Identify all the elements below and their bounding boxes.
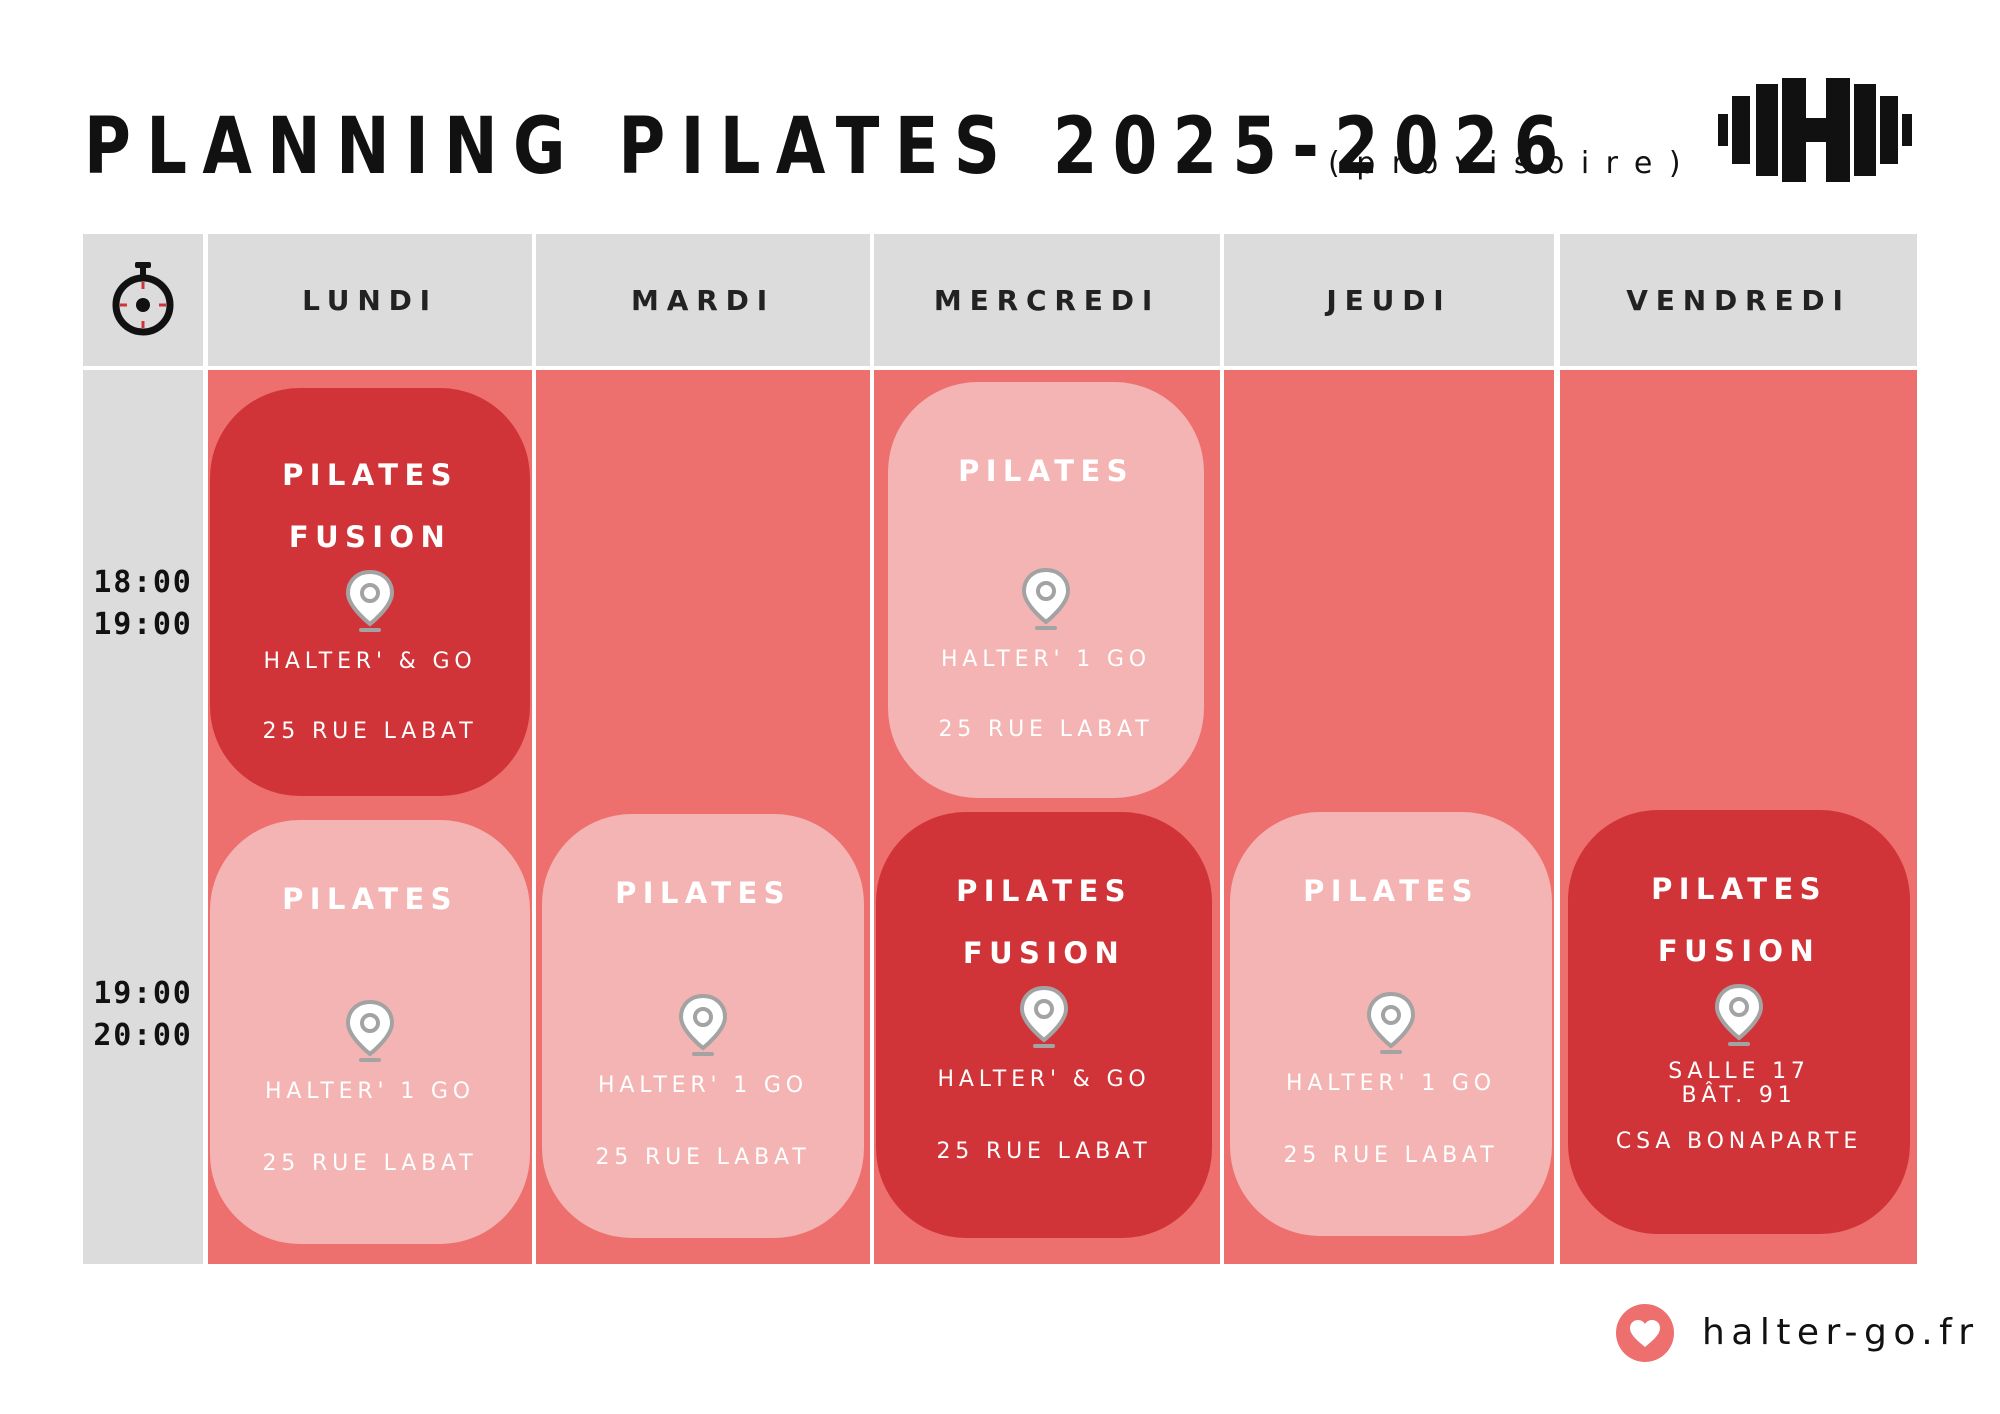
website-link[interactable]: halter-go.fr bbox=[1702, 1312, 1980, 1353]
dumbbell-h-logo bbox=[1718, 78, 1912, 182]
day-header-mercredi: MERCREDI bbox=[874, 234, 1220, 366]
page-subtitle: (provisoire) bbox=[1328, 146, 1698, 181]
session-title: PILATES bbox=[282, 458, 458, 492]
session-card[interactable]: PILATES HALTER' 1 GO 25 RUE LABAT bbox=[888, 382, 1204, 798]
day-header-mardi: MARDI bbox=[536, 234, 870, 366]
time-column bbox=[83, 370, 203, 1264]
day-header-vendredi: VENDREDI bbox=[1560, 234, 1917, 366]
session-card[interactable]: PILATES FUSION HALTER' & GO 25 RUE LABAT bbox=[876, 812, 1212, 1238]
session-address: 25 RUE LABAT bbox=[1283, 1143, 1499, 1168]
session-title: PILATES bbox=[615, 876, 791, 910]
session-card[interactable]: PILATES HALTER' 1 GO 25 RUE LABAT bbox=[1230, 812, 1552, 1236]
map-pin-icon bbox=[345, 570, 395, 632]
session-title: PILATES bbox=[1651, 872, 1827, 906]
session-title: FUSION bbox=[1657, 934, 1821, 968]
session-card[interactable]: PILATES FUSION HALTER' & GO 25 RUE LABAT bbox=[210, 388, 530, 796]
session-location-building: BÂT. 91 bbox=[1681, 1083, 1797, 1108]
day-header-lundi: LUNDI bbox=[208, 234, 532, 366]
time-slot-1: 18:00 19:00 bbox=[83, 562, 203, 646]
session-location: HALTER' & GO bbox=[263, 649, 477, 674]
session-address: 25 RUE LABAT bbox=[938, 717, 1154, 742]
map-pin-icon bbox=[678, 994, 728, 1056]
session-title: PILATES bbox=[956, 874, 1132, 908]
session-location: HALTER' & GO bbox=[937, 1067, 1151, 1092]
map-pin-icon bbox=[345, 1000, 395, 1062]
session-address: 25 RUE LABAT bbox=[936, 1139, 1152, 1164]
session-title: FUSION bbox=[962, 936, 1126, 970]
time-slot-2: 19:00 20:00 bbox=[83, 973, 203, 1057]
day-header-jeudi: JEUDI bbox=[1224, 234, 1554, 366]
session-address: 25 RUE LABAT bbox=[595, 1145, 811, 1170]
time-end: 19:00 bbox=[93, 607, 193, 642]
heart-icon bbox=[1616, 1304, 1674, 1362]
session-card[interactable]: PILATES HALTER' 1 GO 25 RUE LABAT bbox=[210, 820, 530, 1244]
session-address: 25 RUE LABAT bbox=[262, 1151, 478, 1176]
map-pin-icon bbox=[1714, 984, 1764, 1046]
day-label: LUNDI bbox=[302, 283, 438, 317]
session-location: HALTER' 1 GO bbox=[1286, 1071, 1496, 1096]
page-title-wrap: PLANNING PILATES 2025-2026 bbox=[84, 96, 1901, 186]
day-label: MARDI bbox=[631, 283, 775, 317]
map-pin-icon bbox=[1019, 986, 1069, 1048]
time-start: 18:00 bbox=[93, 565, 193, 600]
session-card[interactable]: PILATES FUSION SALLE 17 BÂT. 91 CSA BONA… bbox=[1568, 810, 1910, 1234]
session-location: HALTER' 1 GO bbox=[941, 647, 1151, 672]
day-label: VENDREDI bbox=[1626, 283, 1851, 317]
session-location: HALTER' 1 GO bbox=[598, 1073, 808, 1098]
map-pin-icon bbox=[1366, 992, 1416, 1054]
time-start: 19:00 bbox=[93, 976, 193, 1011]
session-address: 25 RUE LABAT bbox=[262, 719, 478, 744]
session-location: SALLE 17 bbox=[1668, 1059, 1810, 1084]
map-pin-icon bbox=[1021, 568, 1071, 630]
session-card[interactable]: PILATES HALTER' 1 GO 25 RUE LABAT bbox=[542, 814, 864, 1238]
stopwatch-icon bbox=[112, 262, 174, 336]
page-title: PLANNING PILATES 2025-2026 bbox=[84, 102, 1574, 192]
session-location: HALTER' 1 GO bbox=[265, 1079, 475, 1104]
session-title: FUSION bbox=[288, 520, 452, 554]
day-label: MERCREDI bbox=[933, 283, 1161, 317]
session-title: PILATES bbox=[958, 454, 1134, 488]
time-end: 20:00 bbox=[93, 1018, 193, 1053]
session-address: CSA BONAPARTE bbox=[1615, 1129, 1863, 1154]
session-title: PILATES bbox=[1303, 874, 1479, 908]
corner-cell bbox=[83, 234, 203, 366]
day-label: JEUDI bbox=[1326, 283, 1452, 317]
session-title: PILATES bbox=[282, 882, 458, 916]
